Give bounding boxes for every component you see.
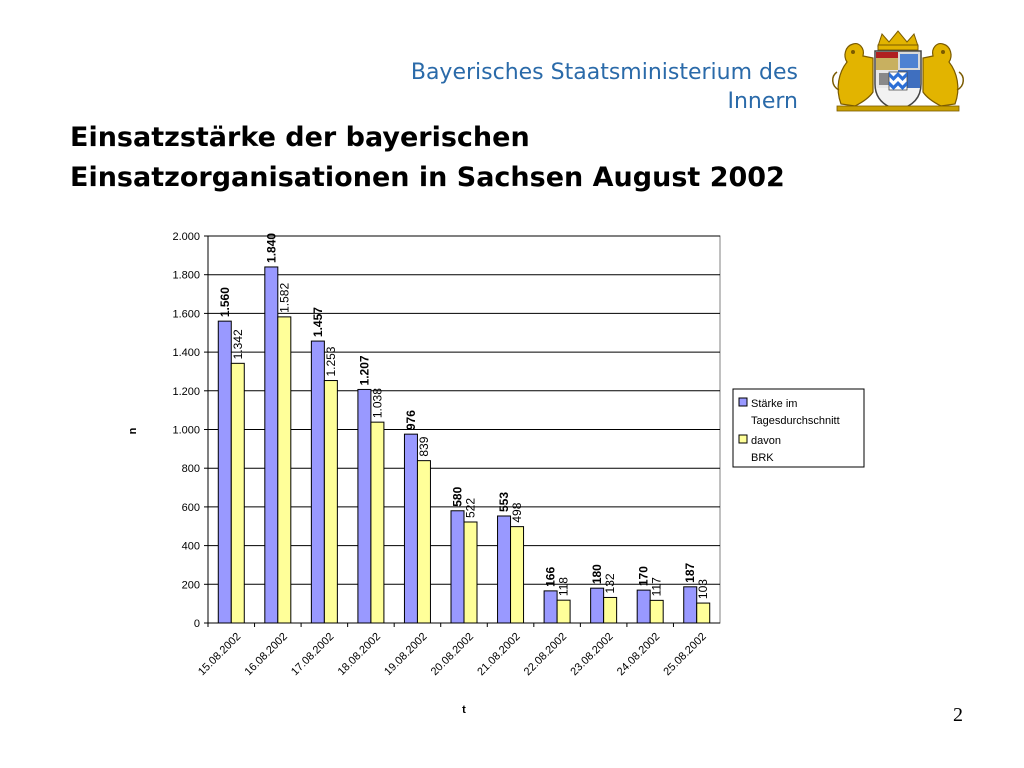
bar-brk <box>649 599 664 624</box>
data-label-staerke: 1.840 <box>264 233 278 263</box>
y-tick-label: 600 <box>182 502 200 514</box>
x-tick-label: 25.08.2002 <box>661 631 708 678</box>
y-axis-title: n <box>127 427 139 434</box>
x-tick-label: 19.08.2002 <box>382 631 429 678</box>
data-label-brk: 1.253 <box>324 346 338 376</box>
data-label-brk: 118 <box>557 577 571 596</box>
y-tick-label: 1.200 <box>172 386 200 398</box>
slide-title: Einsatzstärke der bayerischen Einsatzorg… <box>70 118 785 198</box>
y-tick-label: 200 <box>182 579 200 591</box>
bar-staerke <box>217 320 232 624</box>
slide-title-line1: Einsatzstärke der bayerischen <box>70 122 530 153</box>
bar-brk <box>416 460 431 624</box>
y-tick-label: 2.000 <box>172 231 200 243</box>
data-label-brk: 1.342 <box>231 329 245 359</box>
bar-staerke <box>357 388 372 624</box>
x-tick-label: 20.08.2002 <box>429 631 476 678</box>
y-tick-label: 1.000 <box>172 425 200 437</box>
bar-staerke <box>636 589 651 624</box>
y-tick-label: 1.800 <box>172 270 200 282</box>
legend-label: davon <box>751 435 781 447</box>
x-tick-label: 18.08.2002 <box>336 631 383 678</box>
page-number: 2 <box>953 704 963 726</box>
x-tick-label: 17.08.2002 <box>289 631 336 678</box>
data-label-staerke: 976 <box>404 410 418 430</box>
data-label-brk: 103 <box>696 579 710 599</box>
data-labels: 1.560 1.342 1.840 1.582 1.457 1.253 1.207 1.038… <box>218 233 710 599</box>
bar-staerke <box>403 433 418 624</box>
bar-brk <box>463 521 478 624</box>
slide-title-line2: Einsatzorganisationen in Sachsen August … <box>70 162 785 193</box>
data-label-staerke: 187 <box>683 562 697 582</box>
bar-staerke <box>450 510 465 624</box>
bar-brk <box>230 362 245 624</box>
legend-box <box>732 388 865 468</box>
data-label-staerke: 170 <box>637 566 651 586</box>
y-tick-label: 1.400 <box>172 347 200 359</box>
ministry-name-line1: Bayerisches Staatsministerium des <box>410 60 798 85</box>
data-label-brk: 1.038 <box>370 388 384 418</box>
legend: Stärke im Tagesdurchschnitt davon BRK <box>732 388 865 468</box>
y-tick-label: 800 <box>182 463 200 475</box>
y-tick-label: 0 <box>194 618 200 630</box>
bar-staerke <box>497 515 512 624</box>
bar-brk <box>556 599 571 624</box>
data-label-staerke: 180 <box>590 564 604 584</box>
data-label-brk: 132 <box>603 573 617 593</box>
y-tick-label: 1.600 <box>172 308 200 320</box>
legend-label: Stärke im <box>751 398 797 410</box>
bar-brk <box>277 316 292 624</box>
bar-brk <box>696 602 711 624</box>
x-axis-title: t <box>462 704 466 716</box>
bar-staerke <box>683 586 698 624</box>
bavarian-coat-of-arms-icon <box>832 30 964 112</box>
bar-brk <box>510 526 525 624</box>
bar-brk <box>370 421 385 624</box>
legend-swatch <box>738 397 748 407</box>
data-label-staerke: 1.457 <box>311 307 325 337</box>
data-label-brk: 839 <box>417 436 431 456</box>
data-label-staerke: 1.207 <box>357 355 371 385</box>
data-label-staerke: 553 <box>497 492 511 512</box>
legend-label: BRK <box>751 452 774 464</box>
data-label-staerke: 580 <box>451 486 465 506</box>
legend-label: Tagesdurchschnitt <box>751 415 840 427</box>
x-tick-label: 21.08.2002 <box>475 631 522 678</box>
ministry-name: Bayerisches Staatsministerium des Innern <box>411 58 798 116</box>
x-tick-label: 15.08.2002 <box>196 631 243 678</box>
legend-swatch <box>738 434 748 444</box>
bar-brk <box>323 380 338 624</box>
data-label-brk: 498 <box>510 502 524 522</box>
data-label-brk: 117 <box>650 577 664 596</box>
bar-staerke <box>590 587 605 624</box>
x-tick-label: 22.08.2002 <box>522 631 569 678</box>
bar-staerke <box>543 590 558 624</box>
x-tick-label: 24.08.2002 <box>615 631 662 678</box>
grid-lines <box>207 235 721 624</box>
data-label-brk: 522 <box>464 498 478 518</box>
y-tick-label: 400 <box>182 541 200 553</box>
bar-brk <box>603 596 618 624</box>
data-label-brk: 1.582 <box>277 283 291 313</box>
bar-staerke <box>264 266 279 624</box>
ministry-name-line2: Innern <box>727 89 798 114</box>
data-label-staerke: 166 <box>544 567 558 587</box>
bar-staerke <box>310 340 325 624</box>
data-label-staerke: 1.560 <box>218 287 232 317</box>
x-tick-label: 16.08.2002 <box>243 631 290 678</box>
x-tick-label: 23.08.2002 <box>568 631 615 678</box>
